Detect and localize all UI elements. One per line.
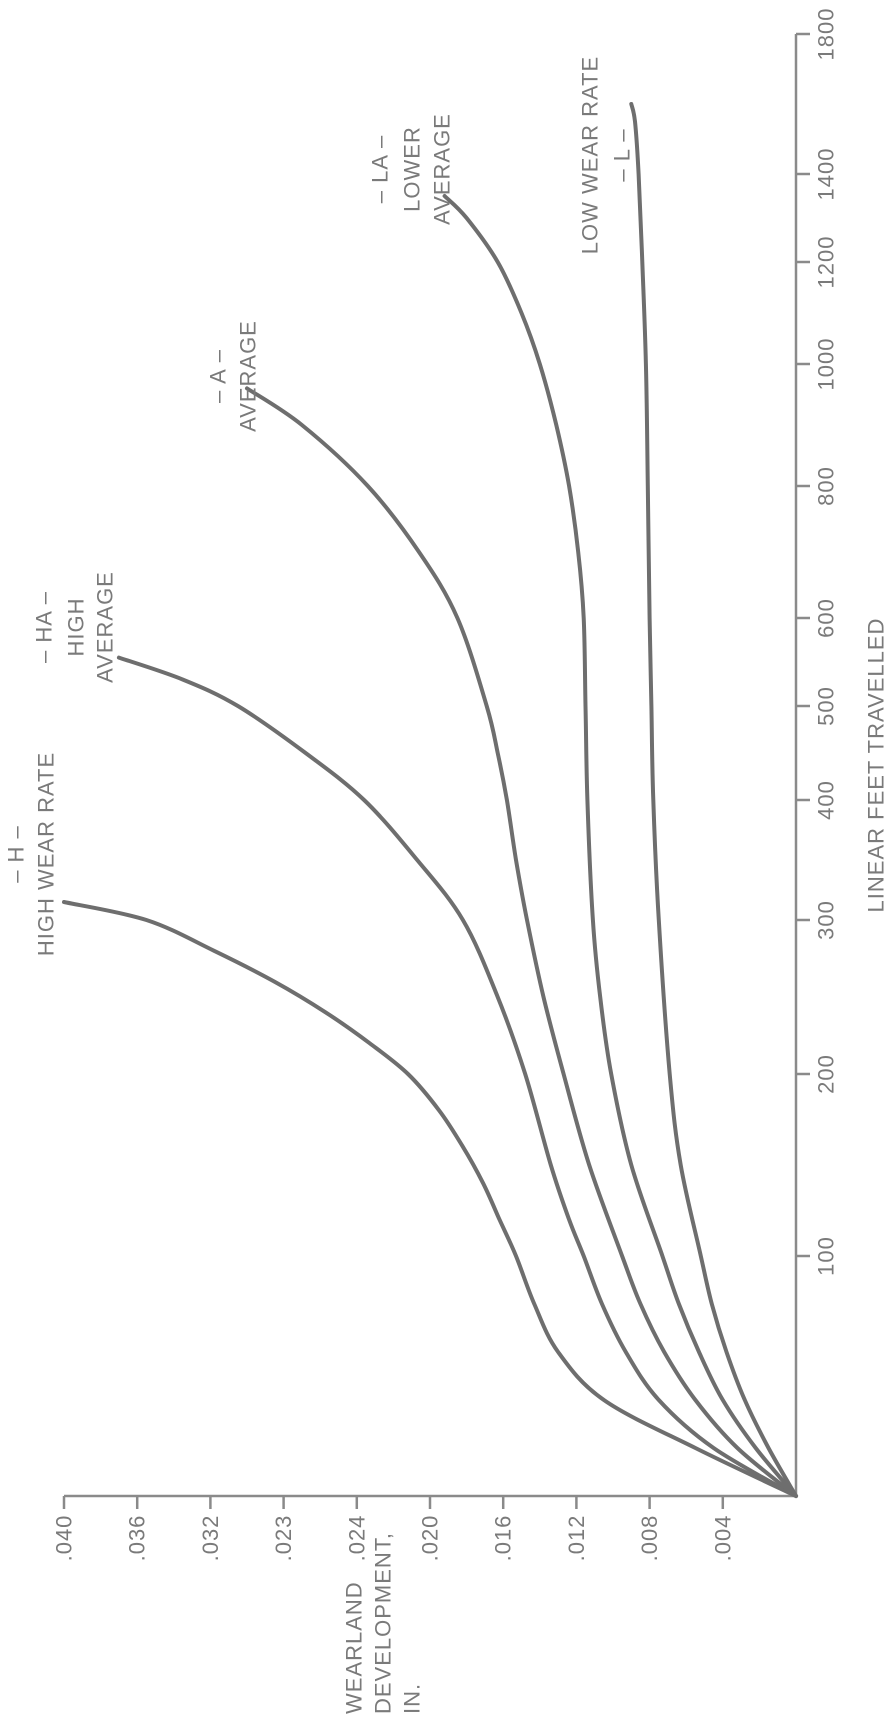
x-tick-label: 400	[814, 780, 839, 820]
axes	[64, 34, 798, 1498]
x-tick-label: 200	[814, 1054, 839, 1094]
curve-label-a: – A –	[206, 349, 231, 403]
x-tick-label: 1400	[814, 148, 839, 201]
y-tick-label: .032	[198, 1515, 223, 1562]
y-tick-label: .024	[344, 1515, 369, 1562]
x-axis-title: LINEAR FEET TRAVELLED	[864, 618, 889, 913]
y-tick-label: .008	[637, 1515, 662, 1562]
x-tick-label: 1000	[814, 338, 839, 391]
curve-label-ha: AVERAGE	[93, 571, 118, 683]
chart-labels: 100 200 300 400 500 600 800 1000 1200 1400 1800 .04…	[4, 8, 889, 1714]
y-tick-label: .036	[125, 1515, 150, 1562]
x-tick-label: 600	[814, 598, 839, 638]
y-tick-label: .023	[271, 1515, 296, 1562]
x-tick-label: 500	[814, 686, 839, 726]
y-tick-label: .016	[491, 1515, 516, 1562]
y-tick-label: .004	[710, 1515, 735, 1562]
tick-marks	[62, 32, 810, 1509]
wear-curves	[62, 102, 798, 1498]
curve-h	[62, 900, 798, 1498]
y-tick-label: .020	[418, 1515, 443, 1562]
y-axis-title-line: IN.	[400, 1683, 425, 1714]
curve-la	[442, 194, 798, 1498]
y-axis-title-line: DEVELOPMENT,	[371, 1532, 396, 1714]
curve-a	[245, 386, 798, 1498]
x-tick-label: 1200	[814, 236, 839, 289]
y-axis-title-line: WEARLAND	[342, 1581, 367, 1714]
x-tick-label: 800	[814, 466, 839, 506]
curve-label-ha: HIGH	[64, 598, 89, 657]
curve-label-ha: – HA –	[32, 591, 57, 663]
curve-label-la: LOWER	[400, 126, 425, 212]
curve-label-la: AVERAGE	[430, 113, 455, 225]
x-tick-label: 1800	[814, 8, 839, 61]
x-tick-label: 100	[814, 1236, 839, 1276]
curve-ha	[116, 655, 798, 1498]
curve-label-l: – L –	[610, 128, 635, 181]
y-tick-label: .012	[564, 1515, 589, 1562]
curve-label-a: AVERAGE	[236, 320, 261, 432]
y-tick-label: .040	[52, 1515, 77, 1562]
curve-label-h: HIGH WEAR RATE	[34, 752, 59, 956]
curve-l	[629, 102, 798, 1498]
curve-label-l: LOW WEAR RATE	[578, 56, 603, 254]
x-tick-label: 300	[814, 900, 839, 940]
curve-label-la: – LA –	[368, 135, 393, 203]
curve-label-h: – H –	[4, 825, 29, 883]
